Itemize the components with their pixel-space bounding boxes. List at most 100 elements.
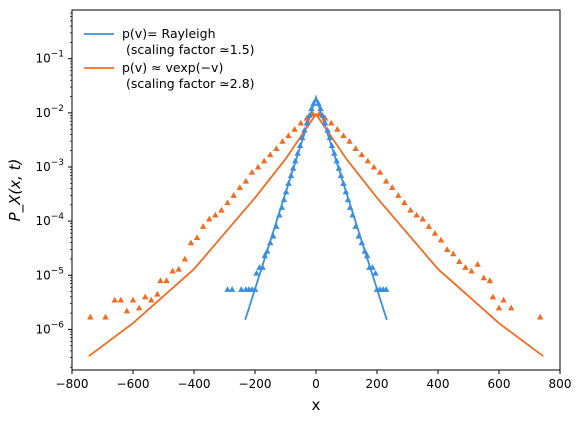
data-point-series-2 (169, 267, 176, 274)
data-point-series-1 (352, 223, 359, 229)
data-point-series-2 (443, 246, 451, 252)
data-point-series-2 (87, 313, 94, 320)
data-point-series-2 (242, 177, 250, 184)
data-point-series-1 (331, 149, 338, 156)
x-tick-label: 600 (488, 377, 511, 391)
data-point-series-1 (251, 286, 259, 292)
y-tick-label: 10−6 (35, 320, 64, 336)
data-point-series-2 (419, 215, 426, 222)
data-point-series-2 (148, 296, 155, 303)
x-tick-label: 0 (312, 377, 320, 391)
data-point-series-2 (334, 125, 341, 132)
data-markers (87, 96, 544, 320)
data-point-series-1 (340, 180, 347, 186)
data-point-series-2 (376, 169, 384, 175)
data-point-series-2 (489, 293, 497, 300)
data-point-series-1 (299, 134, 306, 141)
data-point-series-1 (372, 269, 379, 276)
data-point-series-1 (317, 105, 324, 112)
fit-line-1 (244, 94, 388, 321)
y-tick-label: 10−3 (35, 158, 64, 174)
data-point-series-2 (486, 277, 494, 284)
data-point-series-1 (361, 247, 368, 254)
data-point-series-2 (425, 223, 433, 229)
data-point-series-2 (291, 125, 298, 132)
data-point-series-2 (536, 313, 544, 320)
data-point-series-2 (297, 119, 304, 126)
data-point-series-1 (382, 286, 390, 292)
legend-label-2: p(v) ≈ vexp(−v) (122, 60, 223, 75)
x-tick-label: −400 (178, 377, 211, 391)
data-point-series-2 (495, 304, 503, 311)
data-point-series-2 (181, 255, 189, 262)
data-point-series-1 (282, 188, 290, 195)
data-point-series-2 (340, 132, 347, 139)
data-point-series-1 (273, 223, 280, 229)
data-point-series-2 (480, 274, 487, 281)
data-point-series-1 (303, 119, 311, 126)
data-point-series-2 (175, 265, 182, 272)
data-point-series-1 (342, 188, 350, 195)
data-point-series-2 (248, 169, 256, 175)
data-point-series-1 (306, 112, 313, 118)
data-point-series-1 (358, 239, 365, 246)
data-point-series-2 (102, 313, 109, 320)
x-tick-label: −600 (117, 377, 150, 391)
data-point-series-2 (474, 261, 481, 267)
data-point-series-2 (456, 258, 463, 265)
data-point-series-1 (328, 142, 336, 149)
data-point-series-1 (253, 269, 260, 276)
data-point-series-1 (337, 172, 345, 178)
data-point-series-2 (352, 145, 359, 152)
data-point-series-1 (259, 264, 266, 270)
x-tick-label: 800 (549, 377, 572, 391)
data-point-series-2 (273, 145, 280, 152)
data-point-series-2 (468, 267, 475, 274)
data-point-series-1 (364, 252, 371, 259)
data-point-series-1 (319, 112, 326, 118)
data-point-series-2 (364, 157, 372, 164)
data-point-series-2 (212, 211, 219, 218)
fit-line-2 (88, 112, 544, 357)
data-point-series-1 (285, 180, 292, 186)
data-point-series-1 (369, 264, 376, 270)
y-axis-label: P_X(x, t) (6, 159, 25, 222)
data-point-series-2 (260, 157, 268, 164)
data-point-series-2 (462, 264, 469, 270)
data-point-series-2 (389, 184, 396, 190)
x-tick-label: 200 (366, 377, 389, 391)
data-point-series-2 (508, 304, 515, 311)
data-point-series-2 (358, 151, 365, 158)
data-point-series-1 (312, 96, 320, 103)
data-point-series-2 (346, 137, 353, 144)
data-point-series-2 (500, 296, 507, 303)
data-point-series-2 (206, 215, 213, 222)
data-point-series-2 (117, 296, 124, 303)
data-point-series-1 (276, 211, 283, 218)
y-tick-label: 10−2 (35, 104, 64, 120)
x-tick-label: 400 (427, 377, 450, 391)
data-point-series-2 (154, 290, 161, 297)
data-point-series-1 (261, 252, 268, 259)
data-point-series-2 (236, 184, 243, 190)
data-point-series-1 (333, 157, 340, 164)
data-point-series-1 (310, 100, 317, 106)
data-point-series-2 (163, 277, 170, 284)
data-point-series-2 (413, 211, 420, 218)
fit-lines (88, 94, 544, 357)
data-point-series-2 (254, 163, 262, 170)
data-point-series-2 (450, 250, 457, 257)
data-point-series-2 (123, 307, 131, 314)
data-point-series-2 (111, 296, 118, 303)
legend: p(v)= Rayleigh(scaling factor ≃1.5) p(v) … (84, 26, 255, 91)
data-point-series-2 (437, 236, 445, 243)
data-point-series-1 (321, 119, 329, 126)
data-point-series-2 (218, 206, 225, 213)
legend-sublabel-1: (scaling factor ≃1.5) (126, 42, 255, 57)
data-point-series-1 (238, 286, 245, 292)
data-point-series-2 (401, 199, 408, 206)
x-tick-label: −200 (239, 377, 272, 391)
data-point-series-2 (224, 199, 231, 206)
data-point-series-1 (294, 149, 301, 156)
